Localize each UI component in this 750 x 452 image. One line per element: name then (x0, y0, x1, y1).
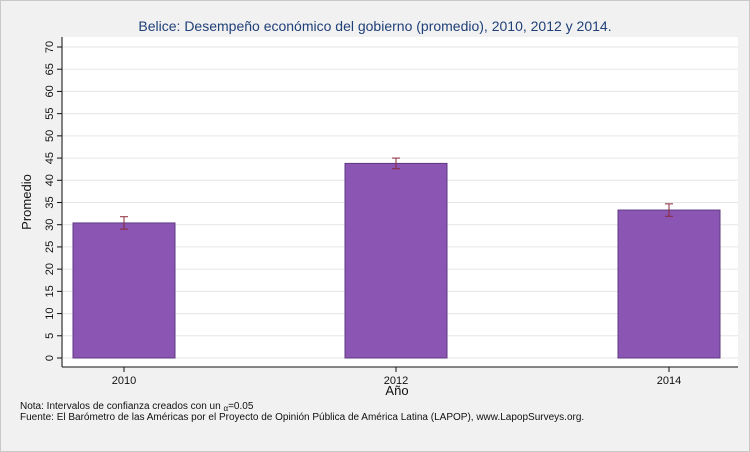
y-tick-label: 25 (44, 241, 56, 253)
note-prefix: Nota: Intervalos de confianza creados co… (20, 401, 224, 412)
x-tick-label-2012: 2012 (384, 375, 408, 387)
bar-2012 (344, 162, 448, 359)
alpha-symbol: α (223, 404, 229, 413)
error-bars (120, 157, 673, 230)
y-tick-label: 0 (44, 355, 56, 361)
source-note: Fuente: El Barómetro de las Américas por… (20, 412, 585, 423)
x-ticks: 2010 2012 2014 (112, 367, 681, 387)
x-axis-title: Año (385, 383, 408, 398)
chart-title: Belice: Desempeño económico del gobierno… (138, 18, 612, 34)
y-tick-label: 65 (44, 63, 56, 75)
y-tick-label: 35 (44, 196, 56, 208)
y-tick-label: 30 (44, 219, 56, 231)
confidence-note: Nota: Intervalos de confianza creados co… (20, 401, 254, 413)
y-tick-label: 10 (44, 307, 56, 319)
bar-2014 (617, 209, 721, 359)
bar-2010 (72, 222, 176, 359)
y-tick-label: 40 (44, 174, 56, 186)
x-tick-label-2010: 2010 (112, 375, 136, 387)
y-tick-label: 50 (44, 130, 56, 142)
bars (72, 162, 721, 359)
note-suffix: =0.05 (228, 401, 254, 412)
y-axis-title: Promedio (19, 174, 34, 230)
x-tick-label-2014: 2014 (657, 375, 681, 387)
y-tick-label: 55 (44, 108, 56, 120)
y-tick-label: 15 (44, 285, 56, 297)
y-tick-label: 5 (44, 333, 56, 339)
y-tick-label: 60 (44, 85, 56, 97)
y-tick-label: 20 (44, 263, 56, 275)
y-tick-label: 70 (44, 41, 56, 53)
y-ticks: 0 5 10 15 20 25 30 35 40 45 50 55 60 65 70 (44, 41, 62, 361)
y-tick-label: 45 (44, 152, 56, 164)
